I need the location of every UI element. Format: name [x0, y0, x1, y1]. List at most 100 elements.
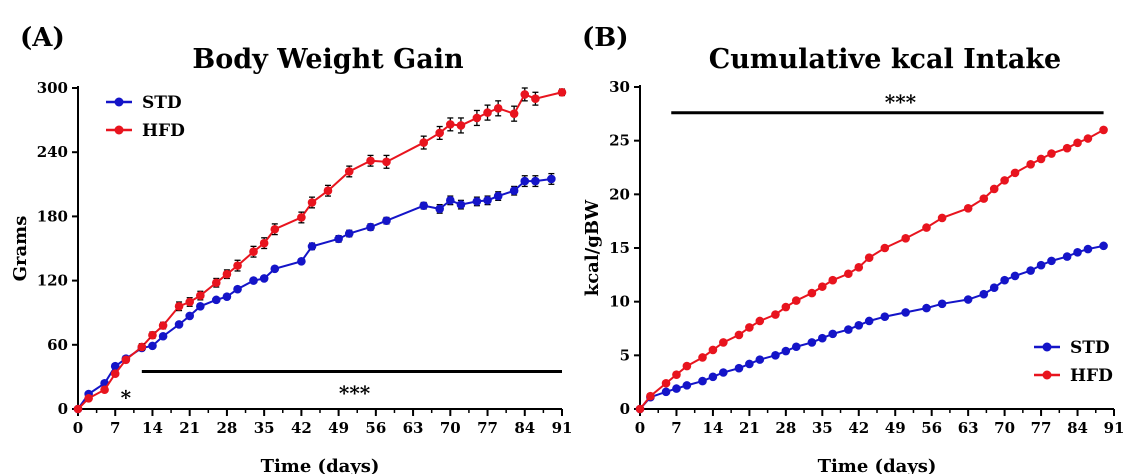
data-point [672, 370, 681, 379]
x-tick-label: 63 [403, 419, 424, 437]
data-point [222, 292, 232, 301]
data-point [446, 196, 455, 205]
legend-label: STD [1070, 338, 1110, 358]
x-tick-label: 0 [73, 419, 83, 437]
data-point [854, 320, 864, 330]
data-point [698, 376, 707, 386]
series-std [635, 241, 1108, 414]
legend-label: HFD [142, 121, 185, 141]
data-point [174, 320, 184, 329]
data-point [807, 338, 817, 347]
data-point [456, 121, 466, 130]
data-point [734, 363, 744, 373]
data-point [781, 302, 791, 312]
y-axis-label: kcal/gBW [582, 199, 603, 296]
data-point [719, 338, 728, 347]
data-point [259, 274, 269, 283]
significance-label: * [121, 385, 132, 409]
x-axis-label: Time (days) [818, 456, 937, 474]
data-point [483, 196, 492, 205]
data-point [84, 394, 93, 403]
data-point [937, 299, 947, 309]
data-point [158, 321, 168, 330]
data-point [148, 330, 157, 340]
x-tick-label: 63 [958, 419, 979, 437]
y-tick-label: 10 [609, 293, 630, 311]
data-point [1073, 247, 1082, 257]
data-point [1010, 168, 1020, 178]
data-point [233, 284, 242, 294]
data-point [791, 342, 801, 352]
data-point [922, 223, 931, 232]
data-point [531, 176, 540, 186]
series-std [73, 172, 556, 414]
chart-title: Body Weight Gain [192, 44, 464, 75]
data-point [493, 191, 503, 201]
data-point [1000, 275, 1009, 285]
data-point [110, 361, 120, 371]
data-point [456, 200, 466, 209]
data-point [901, 308, 910, 317]
data-point [818, 282, 827, 291]
data-point [963, 203, 973, 213]
data-point [185, 297, 194, 307]
x-tick-label: 91 [1104, 419, 1125, 437]
data-point [979, 289, 989, 299]
data-point [185, 311, 194, 321]
legend-label: STD [142, 93, 182, 113]
y-tick-label: 60 [47, 336, 68, 354]
x-tick-label: 14 [142, 419, 163, 437]
data-point [196, 301, 205, 311]
data-point [382, 157, 391, 167]
legend-marker [1042, 370, 1052, 380]
data-point [635, 404, 645, 414]
y-axis-label: Grams [10, 216, 31, 282]
data-point [493, 104, 503, 113]
data-point [1083, 134, 1093, 143]
data-point [828, 329, 838, 339]
data-point [745, 359, 754, 369]
legend-marker [1042, 342, 1052, 352]
x-tick-label: 77 [1031, 419, 1052, 437]
data-point [344, 167, 354, 176]
data-point [1026, 266, 1035, 275]
data-point [1073, 138, 1082, 148]
data-point [1062, 143, 1072, 153]
data-point [472, 113, 482, 123]
data-point [708, 372, 718, 382]
data-point [446, 120, 455, 129]
data-point [249, 247, 258, 257]
data-point [922, 303, 931, 313]
data-point [121, 355, 131, 365]
x-tick-label: 0 [635, 419, 645, 437]
y-tick-label: 5 [620, 346, 630, 364]
data-point [818, 333, 827, 343]
data-point [419, 138, 429, 147]
data-point [1000, 176, 1009, 185]
data-point [734, 330, 744, 340]
data-point [249, 276, 258, 285]
data-point [1026, 159, 1035, 169]
panel-letter: (B) [582, 23, 629, 53]
data-point [509, 186, 519, 196]
y-tick-label: 240 [37, 143, 68, 161]
data-point [844, 269, 853, 279]
data-point [270, 264, 280, 274]
chart-title: Cumulative kcal Intake [709, 44, 1061, 75]
data-point [807, 288, 817, 298]
x-tick-label: 84 [514, 419, 535, 437]
data-point [158, 331, 168, 341]
y-tick-label: 0 [58, 400, 68, 418]
series-line [77, 177, 552, 410]
x-tick-label: 7 [671, 419, 681, 437]
data-point [755, 355, 765, 364]
data-point [989, 283, 999, 293]
series-hfd [635, 125, 1108, 414]
x-tick-label: 49 [885, 419, 906, 437]
data-point [531, 94, 540, 103]
data-point [110, 369, 120, 378]
data-point [864, 316, 874, 326]
data-point [483, 108, 492, 117]
x-tick-label: 28 [775, 419, 796, 437]
legend-marker [114, 125, 124, 135]
